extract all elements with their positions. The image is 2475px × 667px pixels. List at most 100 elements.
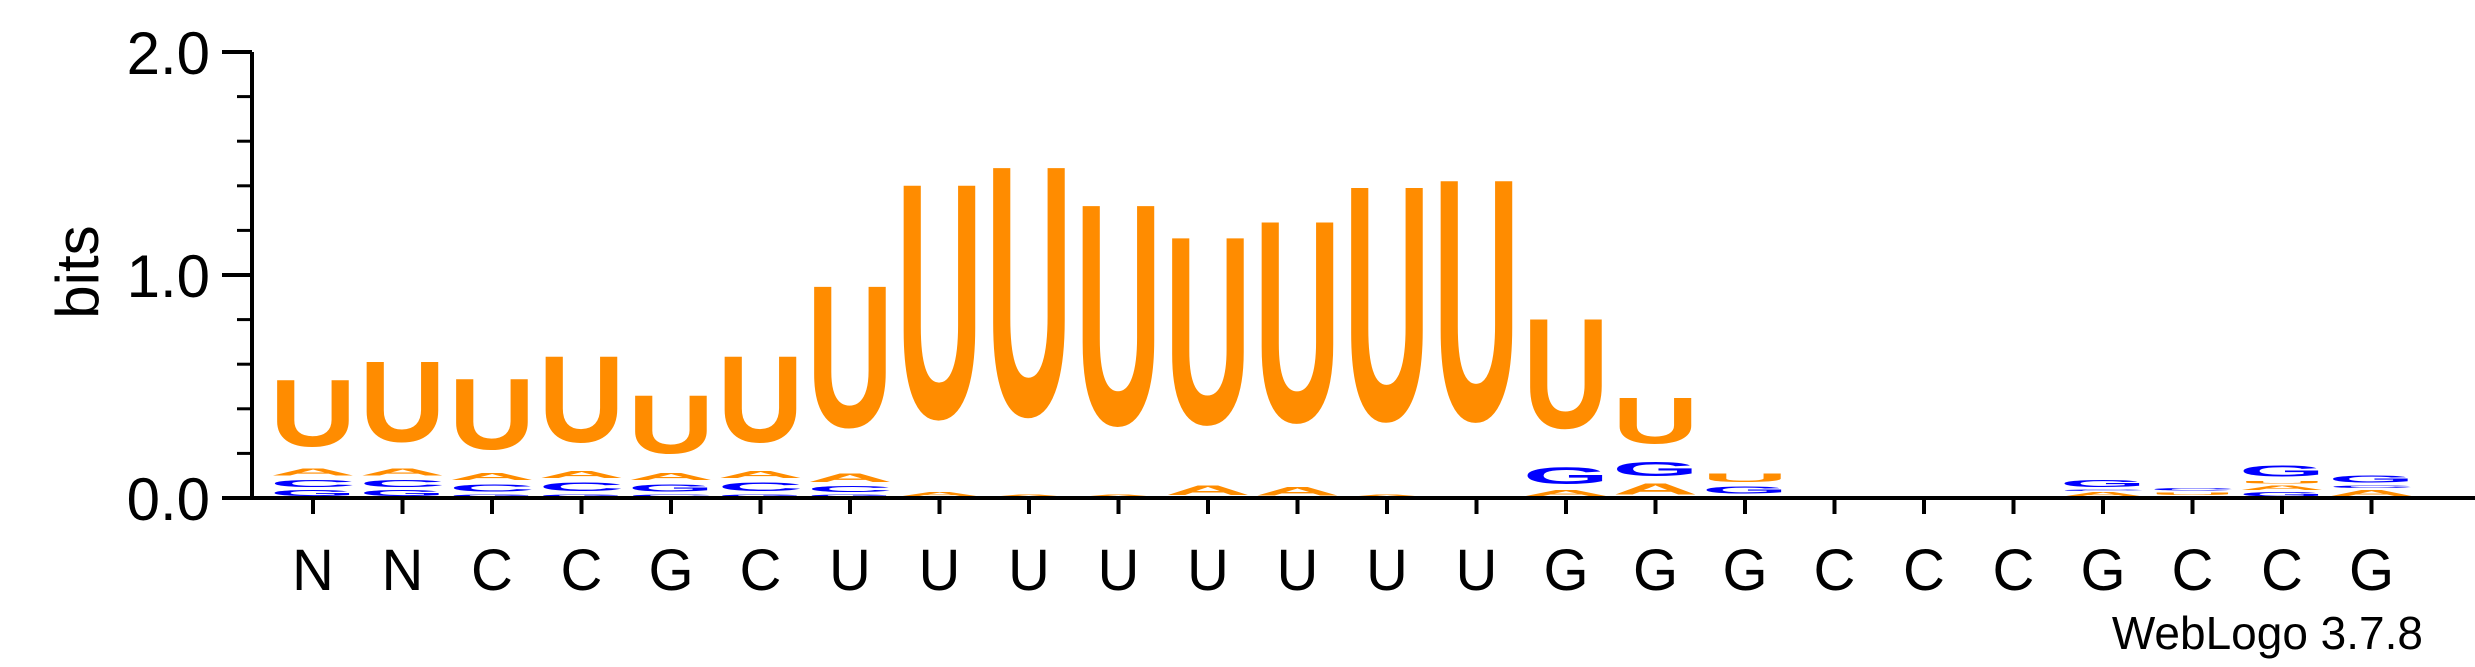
logo-letter-glyph: U — [1165, 181, 1251, 481]
logo-letter-A: A — [2329, 489, 2415, 498]
logo-letter-C: C — [718, 480, 804, 493]
x-tick-label: C — [561, 538, 603, 603]
logo-letter-U: U — [1076, 137, 1162, 492]
logo-letter-C: C — [2150, 487, 2236, 491]
logo-letter-U: U — [718, 330, 804, 468]
logo-letter-A: A — [449, 471, 535, 482]
logo-letter-glyph: U — [1433, 105, 1519, 493]
logo-letter-G: G — [539, 494, 625, 498]
logo-letter-glyph: A — [1076, 494, 1162, 498]
logo-letter-glyph: C — [2329, 485, 2415, 489]
logo-letter-glyph: U — [539, 330, 625, 468]
y-tick-label: 2.0 — [127, 20, 210, 87]
logo-letter-glyph: C — [2150, 487, 2236, 491]
logo-letter-glyph: A — [270, 467, 356, 478]
logo-letter-glyph: A — [1344, 494, 1430, 498]
logo-letter-glyph: G — [807, 494, 893, 498]
logo-letter-U: U — [449, 358, 535, 471]
x-tick-label: G — [2349, 538, 2394, 603]
logo-letter-A: A — [1255, 485, 1341, 498]
logo-letter-glyph: A — [628, 471, 714, 482]
logo-letter-C: C — [807, 485, 893, 494]
logo-letter-glyph: A — [807, 471, 893, 484]
logo-letter-glyph: U — [986, 90, 1072, 491]
logo-letter-G: G — [1613, 458, 1699, 480]
logo-letter-G: G — [2329, 473, 2415, 484]
logo-letter-G: G — [807, 494, 893, 498]
logo-letter-glyph: G — [1613, 458, 1699, 480]
logo-letter-glyph: U — [360, 337, 446, 466]
x-tick-label: U — [1366, 538, 1408, 603]
logo-letter-glyph: A — [896, 491, 982, 498]
logo-letter-glyph: U — [449, 358, 535, 471]
y-ticks: 0.0 1.0 2.0 — [127, 20, 252, 533]
x-tick-label: G — [1633, 538, 1678, 603]
logo-letter-glyph: C — [449, 482, 535, 493]
x-tick-label: G — [648, 538, 693, 603]
logo-letter-glyph: C — [628, 494, 714, 498]
logo-letter-glyph: G — [2060, 478, 2146, 489]
x-tick-label: C — [1814, 538, 1856, 603]
logo-letter-glyph: C — [2060, 489, 2146, 491]
logo-letter-U: U — [807, 244, 893, 471]
logo-letter-glyph: G — [539, 494, 625, 498]
x-tick-label: G — [1722, 538, 1767, 603]
logo-letter-U: U — [360, 337, 446, 466]
logo-letter-glyph: U — [2239, 480, 2325, 484]
logo-letter-glyph: G — [2239, 462, 2325, 480]
logo-letter-glyph: G — [360, 489, 446, 498]
logo-letter-glyph: G — [449, 494, 535, 498]
logo-letter-C: C — [628, 494, 714, 498]
logo-letter-G: G — [1702, 485, 1788, 496]
logo-letter-G: G — [360, 489, 446, 498]
logo-letter-glyph: U — [1076, 137, 1162, 492]
logo-letter-glyph: U — [1702, 471, 1788, 484]
logo-letter-glyph: G — [2239, 491, 2325, 498]
logo-letter-A: A — [718, 469, 804, 480]
x-tick-label: U — [1456, 538, 1498, 603]
logo-letter-glyph: U — [1613, 385, 1699, 458]
logo-letter-A: A — [1076, 494, 1162, 498]
logo-letter-glyph: G — [628, 482, 714, 493]
logo-letter-A: A — [1523, 489, 1609, 498]
logo-letter-glyph: G — [270, 489, 356, 498]
logo-letter-G: G — [2239, 462, 2325, 480]
logo-letter-U: U — [2150, 491, 2236, 495]
logo-letter-G: G — [1523, 462, 1609, 489]
logo-letter-glyph: C — [270, 478, 356, 489]
logo-letter-U: U — [628, 377, 714, 470]
logo-letter-C: C — [2060, 489, 2146, 491]
logo-letter-glyph: U — [1255, 160, 1341, 483]
logo-letter-glyph: A — [1523, 489, 1609, 498]
logo-letter-glyph: U — [718, 330, 804, 468]
logo-letter-U: U — [2239, 480, 2325, 484]
x-tick-label: U — [1008, 538, 1050, 603]
logo-letter-U: U — [1255, 160, 1341, 483]
logo-letter-C: C — [449, 482, 535, 493]
logo-letter-glyph: C — [539, 480, 625, 493]
logo-letter-glyph: U — [1523, 286, 1609, 462]
logo-letter-A: A — [896, 491, 982, 498]
x-tick-label: N — [292, 538, 334, 603]
logo-letter-A: A — [986, 494, 1072, 498]
y-tick-label: 0.0 — [127, 466, 210, 533]
logo-letter-A: A — [628, 471, 714, 482]
x-tick-label: C — [2172, 538, 2214, 603]
logo-letter-A: A — [1165, 482, 1251, 498]
logo-letter-glyph: A — [2329, 489, 2415, 498]
logo-letter-glyph: G — [1702, 485, 1788, 496]
logo-letter-glyph: A — [360, 467, 446, 478]
x-tick-label: N — [382, 538, 424, 603]
logo-letter-A: A — [539, 469, 625, 480]
logo-letter-glyph: A — [1255, 485, 1341, 498]
x-tick-label: U — [1098, 538, 1140, 603]
logo-letter-glyph: U — [897, 115, 983, 490]
logo-letter-glyph: A — [2239, 485, 2325, 492]
logo-letter-glyph: C — [360, 478, 446, 489]
logo-letter-A: A — [270, 467, 356, 478]
x-tick-label: G — [2080, 538, 2125, 603]
logo-letter-C: C — [360, 478, 446, 489]
logo-letter-A: A — [360, 467, 446, 478]
